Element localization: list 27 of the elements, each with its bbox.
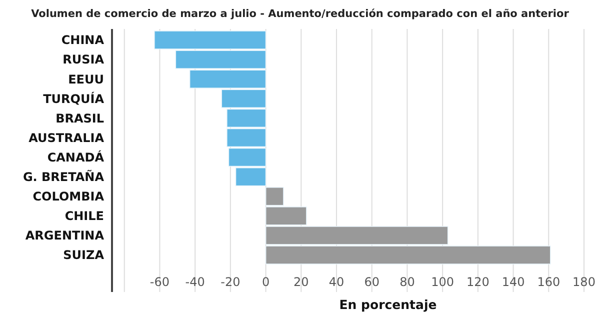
y-tick-label: CANADÁ xyxy=(47,149,105,164)
x-tick-label: 60 xyxy=(364,275,380,289)
x-tick-label: 80 xyxy=(400,275,415,289)
y-tick-label: RUSIA xyxy=(62,52,105,67)
x-tick-label: 40 xyxy=(328,275,344,289)
x-tick-label: 20 xyxy=(294,275,309,289)
y-tick-label: TURQUÍA xyxy=(43,90,105,106)
y-tick-label: SUIZA xyxy=(63,248,105,262)
y-tick-label: ARGENTINA xyxy=(25,228,105,243)
y-tick-label: CHILE xyxy=(64,209,104,224)
x-tick-label: 0 xyxy=(262,275,270,289)
y-tick-label: AUSTRALIA xyxy=(28,130,105,145)
chart-title: Volumen de comercio de marzo a julio - Aumento/reducción comparado con el año anterior xyxy=(31,8,570,20)
x-tick-label: 160 xyxy=(537,275,560,289)
y-tick-label: COLOMBIA xyxy=(32,190,105,204)
x-axis-title: En porcentaje xyxy=(339,297,437,312)
y-tick-label: G. BRETAÑA xyxy=(22,169,105,184)
x-tick-label: -20 xyxy=(220,275,240,289)
x-tick-label: 180 xyxy=(572,275,596,289)
x-tick-label: -40 xyxy=(185,275,205,289)
y-tick-label: BRASIL xyxy=(56,111,104,126)
x-tick-label: 100 xyxy=(431,275,454,289)
x-tick-label: 140 xyxy=(502,275,525,289)
x-tick-label: -60 xyxy=(150,275,170,289)
y-tick-label: CHINA xyxy=(61,33,105,48)
x-tick-label: 120 xyxy=(466,275,490,289)
y-tick-label: EEUU xyxy=(68,72,104,86)
